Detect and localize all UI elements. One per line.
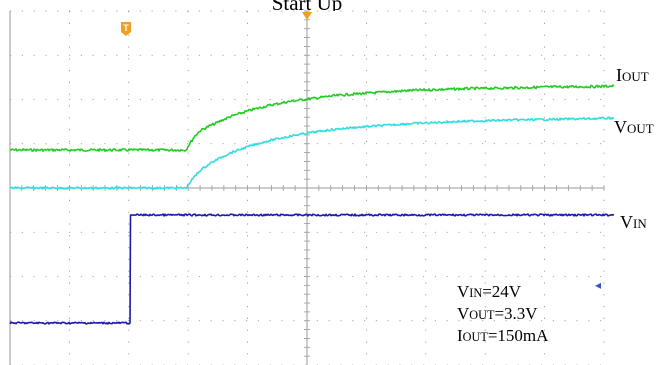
plot-area: T◂ (9, 10, 615, 365)
setting-out-part: =150mA (488, 326, 549, 345)
trace-iout (9, 84, 615, 152)
trace-label-vin-part: IN (633, 216, 647, 231)
setting-out: IOUT=150mA (457, 326, 549, 345)
trigger-symbol: T (123, 23, 129, 33)
setting-out-part: I (457, 326, 463, 345)
setting-in-part: =24V (482, 282, 522, 301)
trace-label-vout: VOUT (614, 117, 654, 137)
setting-out-part: OUT (469, 308, 495, 322)
markers: T◂ (121, 12, 601, 292)
trace-vin (9, 213, 615, 325)
setting-out-part: =3.3V (494, 304, 538, 323)
traces (9, 84, 615, 325)
trace-label-vin-part: V (620, 212, 633, 232)
trace-label-vin: VIN (620, 212, 647, 232)
trace-vout (9, 116, 615, 190)
trace-label-iout-part: OUT (622, 69, 649, 84)
time-cursor-marker (302, 12, 312, 20)
trigger-position-marker (121, 22, 131, 36)
setting-in-part: IN (469, 286, 482, 300)
setting-out: VOUT=3.3V (457, 304, 538, 323)
trigger-level-arrow-icon: ◂ (595, 278, 601, 292)
trace-label-iout: IOUT (616, 65, 649, 85)
trace-label-vout-part: OUT (627, 121, 654, 136)
setting-out-part: OUT (463, 330, 489, 344)
setting-in: VIN=24V (457, 282, 522, 301)
trace-label-iout-part: I (616, 65, 622, 85)
setting-in-part: V (457, 282, 470, 301)
trace-label-vout-part: V (614, 117, 627, 137)
setting-out-part: V (457, 304, 470, 323)
